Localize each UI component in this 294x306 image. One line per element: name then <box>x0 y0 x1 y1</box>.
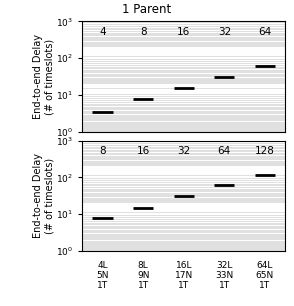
Text: 1 TXs: 1 TXs <box>0 61 2 92</box>
Text: 128: 128 <box>255 146 275 156</box>
Text: 16: 16 <box>136 146 150 156</box>
Text: 4: 4 <box>99 27 106 37</box>
Y-axis label: End-to-end Delay
(# of timeslots): End-to-end Delay (# of timeslots) <box>33 34 55 119</box>
Text: 8: 8 <box>140 27 146 37</box>
Text: 32: 32 <box>218 27 231 37</box>
Text: 32: 32 <box>177 146 191 156</box>
Text: 1 Parent: 1 Parent <box>122 3 172 16</box>
Text: 64: 64 <box>258 27 272 37</box>
Text: 16: 16 <box>177 27 191 37</box>
Text: 8: 8 <box>99 146 106 156</box>
Text: 2 TXs: 2 TXs <box>0 180 2 211</box>
Y-axis label: End-to-end Delay
(# of timeslots): End-to-end Delay (# of timeslots) <box>33 153 55 238</box>
Text: 64: 64 <box>218 146 231 156</box>
